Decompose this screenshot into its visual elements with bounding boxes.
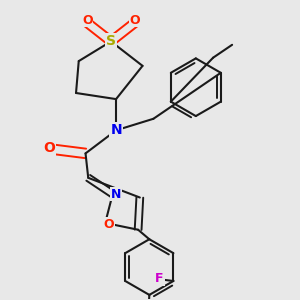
Text: O: O — [82, 14, 92, 26]
Text: F: F — [155, 272, 164, 285]
Text: S: S — [106, 34, 116, 48]
Text: N: N — [110, 123, 122, 137]
Text: N: N — [111, 188, 121, 201]
Text: O: O — [129, 14, 140, 26]
Text: O: O — [103, 218, 114, 231]
Text: O: O — [43, 141, 55, 155]
